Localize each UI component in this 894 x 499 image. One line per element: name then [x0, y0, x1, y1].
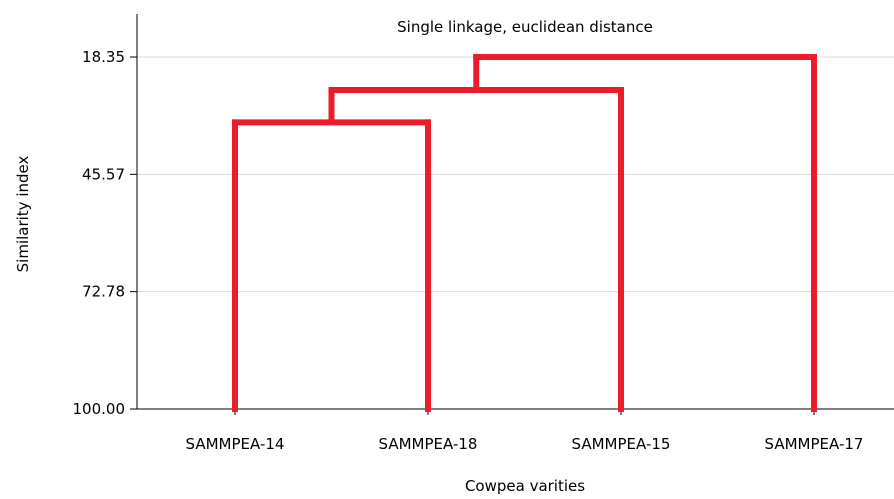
y-ticks: 18.35 45.57 72.78 100.00	[73, 48, 137, 418]
axes	[136, 14, 894, 415]
x-axis-title: Cowpea varities	[465, 477, 585, 495]
y-tick-label: 45.57	[82, 165, 125, 183]
x-category-labels: SAMMPEA-14 SAMMPEA-18 SAMMPEA-15 SAMMPEA-17	[186, 435, 864, 453]
x-category-label: SAMMPEA-17	[765, 435, 864, 453]
dendrogram-branches	[232, 54, 817, 412]
y-tick-label: 18.35	[82, 48, 125, 66]
y-tick-label: 72.78	[82, 283, 125, 301]
x-category-label: SAMMPEA-18	[379, 435, 478, 453]
chart-title: Single linkage, euclidean distance	[397, 18, 653, 36]
x-category-label: SAMMPEA-14	[186, 435, 285, 453]
y-tick-label: 100.00	[73, 400, 126, 418]
x-category-label: SAMMPEA-15	[572, 435, 671, 453]
y-axis-title: Similarity index	[14, 156, 32, 273]
